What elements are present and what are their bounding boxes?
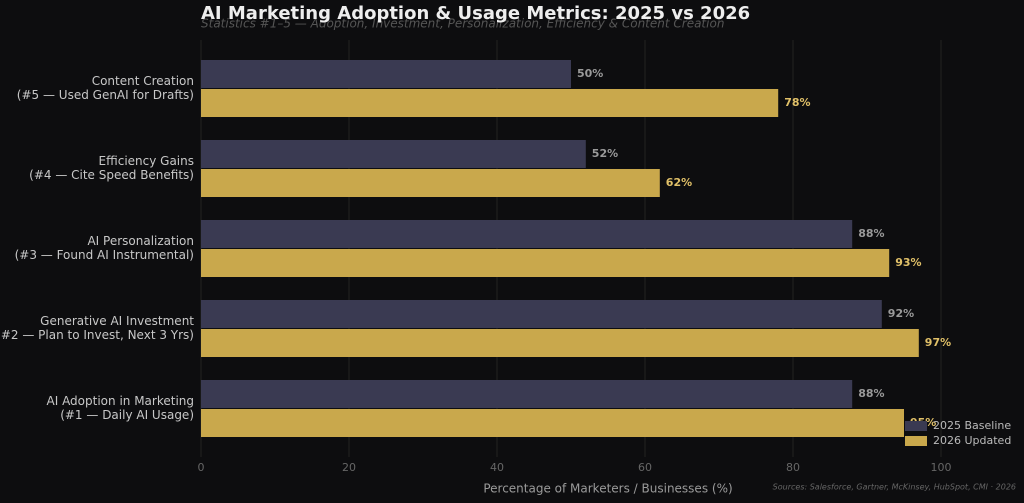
bar	[201, 329, 919, 357]
y-tick-label: Generative AI Investment (#2 — Plan to I…	[0, 314, 194, 342]
value-label: 62%	[666, 176, 692, 189]
bar	[201, 140, 586, 168]
legend-swatch	[905, 421, 927, 431]
bar	[201, 249, 890, 277]
value-label: 78%	[784, 96, 810, 109]
x-tick-label: 40	[490, 461, 504, 474]
x-tick-label: 20	[342, 461, 356, 474]
x-tick-label: 0	[198, 461, 205, 474]
bar	[201, 89, 779, 117]
x-tick-label: 60	[638, 461, 652, 474]
y-tick-label: AI Adoption in Marketing (#1 — Daily AI …	[46, 394, 195, 422]
value-label: 52%	[592, 147, 618, 160]
x-axis-label: Percentage of Marketers / Businesses (%)	[483, 482, 732, 496]
bar	[201, 60, 571, 88]
y-tick-label: AI Personalization (#3 — Found AI Instru…	[14, 234, 194, 262]
value-label: 93%	[895, 256, 921, 269]
y-tick-label: Content Creation (#5 — Used GenAI for Dr…	[16, 74, 194, 102]
x-tick-label: 100	[931, 461, 952, 474]
value-label: 97%	[925, 336, 951, 349]
bar	[201, 300, 882, 328]
chart-title: AI Marketing Adoption & Usage Metrics: 2…	[201, 3, 750, 24]
legend-swatch	[905, 436, 927, 446]
legend-label: 2025 Baseline	[933, 419, 1011, 432]
x-tick-label: 80	[786, 461, 800, 474]
y-tick-label: Efficiency Gains (#4 — Cite Speed Benefi…	[29, 154, 194, 182]
value-label: 92%	[888, 307, 914, 320]
bar	[201, 409, 904, 437]
chart-subtitle: Statistics #1–5 — Adoption, Investment, …	[201, 17, 724, 31]
bar	[201, 380, 853, 408]
value-label: 88%	[858, 387, 884, 400]
source-note: Sources: Salesforce, Gartner, McKinsey, …	[773, 483, 1016, 492]
bar	[201, 220, 853, 248]
bar	[201, 169, 660, 197]
value-label: 50%	[577, 67, 603, 80]
value-label: 88%	[858, 227, 884, 240]
legend-label: 2026 Updated	[933, 434, 1011, 447]
